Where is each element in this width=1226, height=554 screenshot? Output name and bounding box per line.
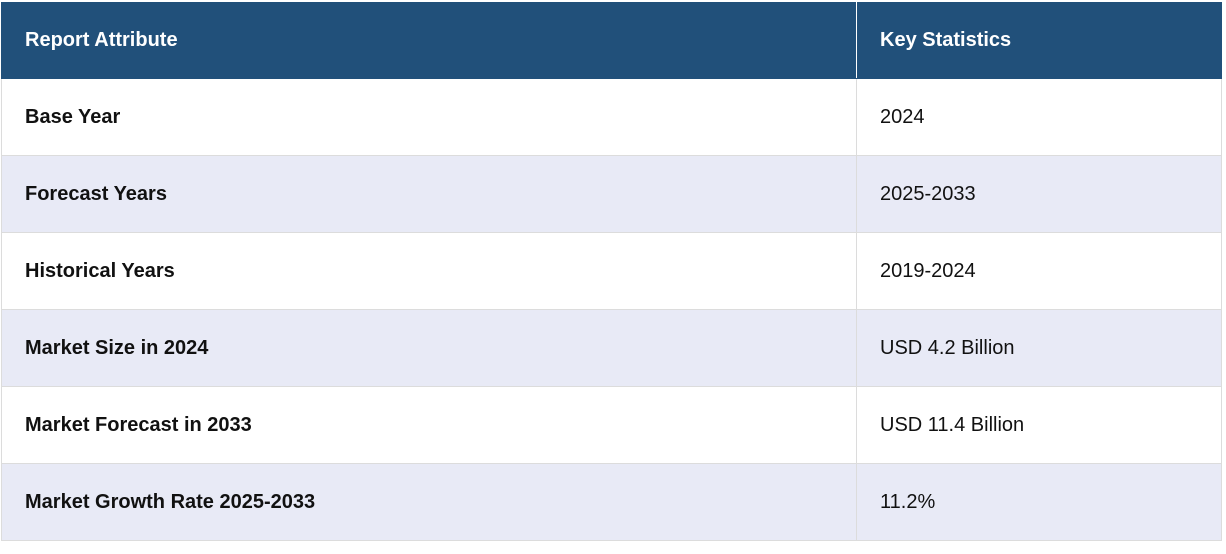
attribute-cell: Market Size in 2024 bbox=[1, 309, 857, 387]
table-row: Base Year 2024 bbox=[1, 78, 1222, 156]
value-cell: 11.2% bbox=[856, 463, 1222, 541]
table-row: Market Size in 2024 USD 4.2 Billion bbox=[1, 309, 1222, 387]
value-cell: 2024 bbox=[856, 78, 1222, 156]
value-cell: USD 11.4 Billion bbox=[856, 386, 1222, 464]
attribute-cell: Forecast Years bbox=[1, 155, 857, 233]
attribute-cell: Market Forecast in 2033 bbox=[1, 386, 857, 464]
header-cell: Report Attribute bbox=[1, 2, 857, 79]
table-row: Market Growth Rate 2025-2033 11.2% bbox=[1, 463, 1222, 541]
table-body: Base Year 2024 Forecast Years 2025-2033 Hist… bbox=[1, 78, 1222, 541]
table-row: Historical Years 2019-2024 bbox=[1, 232, 1222, 310]
value-cell: 2025-2033 bbox=[856, 155, 1222, 233]
attribute-cell: Market Growth Rate 2025-2033 bbox=[1, 463, 857, 541]
header-cell: Key Statistics bbox=[856, 2, 1222, 79]
value-cell: 2019-2024 bbox=[856, 232, 1222, 310]
stats-table: Report Attribute Key Statistics Base Year… bbox=[1, 2, 1222, 541]
table-row: Forecast Years 2025-2033 bbox=[1, 155, 1222, 233]
attribute-cell: Base Year bbox=[1, 78, 857, 156]
attribute-cell: Historical Years bbox=[1, 232, 857, 310]
table-row: Market Forecast in 2033 USD 11.4 Billion bbox=[1, 386, 1222, 464]
header-row: Report Attribute Key Statistics bbox=[1, 2, 1222, 79]
value-cell: USD 4.2 Billion bbox=[856, 309, 1222, 387]
